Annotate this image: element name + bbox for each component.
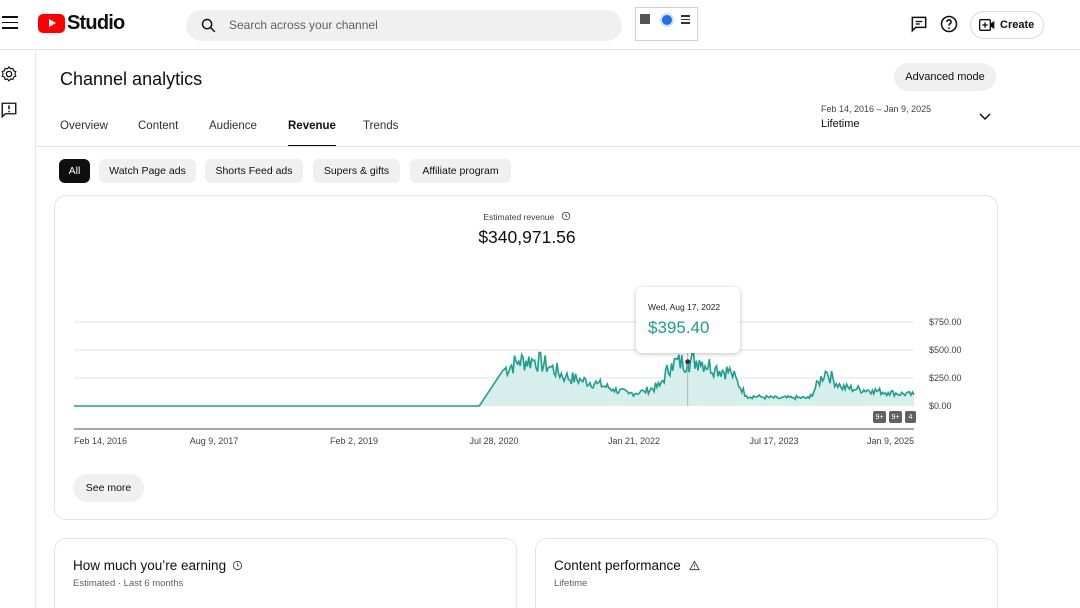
- metric-label: Estimated revenue: [55, 211, 999, 222]
- x-tick-label: Feb 14, 2016: [74, 436, 127, 446]
- chart-tooltip: Wed, Aug 17, 2022 $395.40: [636, 287, 740, 353]
- logo-text: Studio: [67, 12, 125, 34]
- x-tick-label: Aug 9, 2017: [190, 436, 239, 446]
- warning-icon[interactable]: [688, 560, 700, 571]
- search-placeholder: Search across your channel: [229, 18, 378, 32]
- chip-watch-page-ads[interactable]: Watch Page ads: [99, 159, 196, 183]
- chip-affiliate-program[interactable]: Affiliate program: [410, 159, 511, 183]
- x-tick-label: Jul 28, 2020: [469, 436, 518, 446]
- tab-content[interactable]: Content: [138, 120, 179, 132]
- date-range-selector[interactable]: Feb 14, 2016 – Jan 9, 2025 Lifetime: [821, 104, 931, 130]
- y-tick-label: $750.00: [929, 317, 962, 327]
- chip-all[interactable]: All: [59, 159, 90, 183]
- x-tick-label: Jul 17, 2023: [749, 436, 798, 446]
- series-line: [74, 351, 915, 407]
- tooltip-value: $395.40: [648, 318, 710, 337]
- annotation-badge[interactable]: 9+: [889, 411, 902, 423]
- tabs-divider: [36, 146, 1080, 147]
- clock-icon[interactable]: [232, 560, 243, 571]
- create-video-icon: [979, 19, 995, 31]
- revenue-chart[interactable]: $0.00 $250.00 $500.00 $750.00 Feb 14, 2016 Au…: [55, 196, 999, 456]
- search-icon: [201, 18, 216, 33]
- earnings-card-subtitle: Estimated · Last 6 months: [73, 578, 184, 589]
- earnings-card-title: How much you’re earning: [73, 558, 243, 573]
- feedback-icon[interactable]: [909, 14, 929, 34]
- x-tick-label: Jan 9, 2025: [867, 436, 914, 446]
- y-tick-label: $0.00: [929, 401, 952, 411]
- page-title: Channel analytics: [60, 69, 203, 89]
- y-tick-label: $500.00: [929, 345, 962, 355]
- extension-widget[interactable]: [635, 7, 698, 41]
- create-label: Create: [1000, 19, 1035, 31]
- list-icon: [681, 15, 690, 26]
- send-feedback-icon[interactable]: [0, 101, 18, 119]
- chevron-down-icon[interactable]: [979, 113, 991, 121]
- performance-card-subtitle: Lifetime: [554, 578, 588, 589]
- earnings-card: How much you’re earning Estimated · Last…: [54, 538, 517, 608]
- help-icon[interactable]: [939, 14, 959, 34]
- tab-overview[interactable]: Overview: [60, 120, 108, 132]
- date-range-text: Feb 14, 2016 – Jan 9, 2025: [821, 104, 932, 114]
- settings-icon[interactable]: [0, 65, 18, 83]
- chip-shorts-feed-ads[interactable]: Shorts Feed ads: [205, 159, 303, 183]
- x-tick-label: Jan 21, 2022: [608, 436, 660, 446]
- extension-logo-icon: [660, 13, 674, 27]
- date-preset-text: Lifetime: [821, 118, 860, 130]
- performance-title-text: Content performance: [554, 558, 681, 573]
- top-bar: Studio Search across your channel Create: [0, 0, 1080, 50]
- annotation-badge[interactable]: 9+: [873, 411, 886, 423]
- chip-supers-gifts[interactable]: Supers & gifts: [313, 159, 400, 183]
- hover-point: [685, 359, 691, 365]
- metric-value: $340,971.56: [478, 227, 576, 247]
- menu-icon[interactable]: [2, 16, 18, 30]
- studio-logo[interactable]: Studio: [38, 12, 125, 35]
- x-tick-label: Feb 2, 2019: [330, 436, 378, 446]
- search-input[interactable]: Search across your channel: [186, 10, 622, 41]
- youtube-logo-icon: [38, 14, 65, 33]
- tab-revenue[interactable]: Revenue: [288, 120, 336, 147]
- earnings-title-text: How much you’re earning: [73, 558, 227, 573]
- advanced-mode-button[interactable]: Advanced mode: [894, 63, 996, 91]
- create-button[interactable]: Create: [970, 11, 1044, 39]
- left-rail: [0, 50, 36, 608]
- annotation-badge[interactable]: 4: [905, 411, 916, 423]
- performance-card-title: Content performance: [554, 558, 700, 573]
- tooltip-date: Wed, Aug 17, 2022: [648, 302, 721, 312]
- series-area: [74, 352, 914, 406]
- y-tick-label: $250.00: [929, 373, 962, 383]
- chart-icon: [640, 14, 650, 24]
- tab-trends[interactable]: Trends: [363, 120, 399, 132]
- metric-label-text: Estimated revenue: [483, 212, 555, 222]
- clock-icon[interactable]: [561, 211, 571, 221]
- tab-audience[interactable]: Audience: [209, 120, 257, 132]
- see-more-button[interactable]: See more: [73, 474, 144, 502]
- content-performance-card: Content performance Lifetime: [535, 538, 998, 608]
- revenue-card: Estimated revenue $340,971.56 $0.00 $250.…: [54, 195, 998, 520]
